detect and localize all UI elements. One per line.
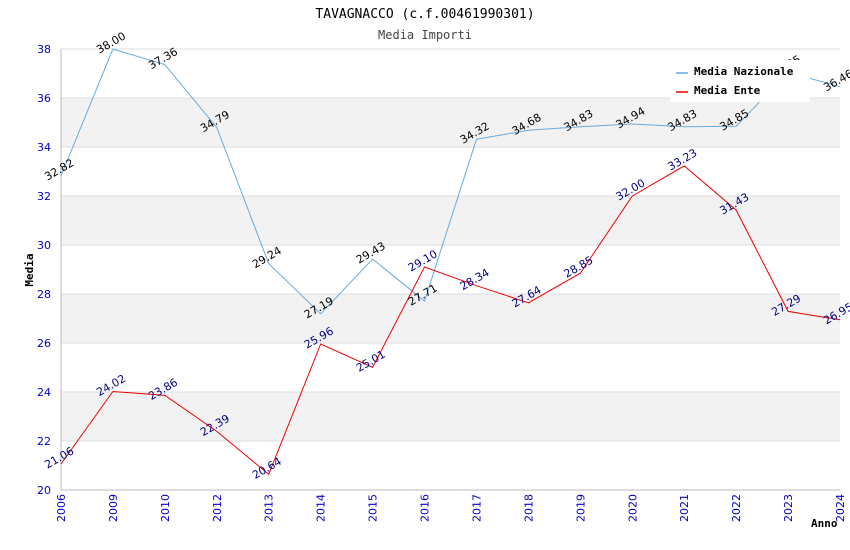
grid-band xyxy=(61,98,840,147)
y-tick-label: 24 xyxy=(37,386,51,399)
grid-band xyxy=(61,392,840,441)
legend-box xyxy=(670,60,810,102)
legend-label-media-nazionale: Media Nazionale xyxy=(694,65,794,78)
chart-title: TAVAGNACCO (c.f.00461990301) xyxy=(315,7,534,22)
series-line-media-nazionale xyxy=(60,48,841,315)
x-tick-label: 2019 xyxy=(574,494,587,522)
x-tick-label: 2021 xyxy=(678,494,691,522)
y-axis-title: Media xyxy=(23,253,36,286)
grid-bands xyxy=(61,98,840,441)
y-tick-label: 28 xyxy=(37,288,51,301)
x-tick-label: 2012 xyxy=(211,494,224,522)
x-tick-label: 2006 xyxy=(55,494,68,522)
data-label-media-nazionale: 29.24 xyxy=(250,244,284,271)
x-tick-label: 2014 xyxy=(315,494,328,522)
x-axis-ticks: 2006 2009 2010 2012 2013 2014 2015 2016 2017 2018… xyxy=(55,494,847,522)
y-tick-label: 36 xyxy=(37,92,51,105)
y-tick-label: 20 xyxy=(37,484,51,497)
x-tick-label: 2024 xyxy=(834,494,847,522)
x-tick-label: 2020 xyxy=(626,494,639,522)
x-tick-label: 2015 xyxy=(367,494,380,522)
data-label-media-ente: 28.85 xyxy=(562,254,596,281)
data-label-media-ente: 33.23 xyxy=(666,146,700,173)
x-tick-label: 2023 xyxy=(782,494,795,522)
x-tick-label: 2017 xyxy=(470,494,483,522)
y-tick-label: 30 xyxy=(37,239,51,252)
x-tick-label: 2009 xyxy=(107,494,120,522)
y-tick-label: 26 xyxy=(37,337,51,350)
data-label-media-ente: 25.01 xyxy=(354,348,388,375)
x-tick-label: 2013 xyxy=(263,494,276,522)
x-tick-label: 2016 xyxy=(419,494,432,522)
y-axis-ticks: 20 22 24 26 28 30 32 34 36 38 xyxy=(37,43,51,497)
series-line-media-ente xyxy=(60,165,841,476)
series-lines xyxy=(60,48,841,476)
grid-lines xyxy=(61,48,840,491)
legend: Media Nazionale Media Ente xyxy=(670,60,810,102)
chart-subtitle: Media Importi xyxy=(378,28,472,42)
x-tick-label: 2022 xyxy=(730,494,743,522)
y-tick-label: 38 xyxy=(37,43,51,56)
y-tick-label: 32 xyxy=(37,190,51,203)
data-label-media-nazionale: 32.82 xyxy=(42,156,76,183)
legend-label-media-ente: Media Ente xyxy=(694,84,761,97)
x-tick-label: 2018 xyxy=(522,494,535,522)
data-label-media-ente: 21.06 xyxy=(42,444,76,471)
data-label-media-nazionale: 36.46 xyxy=(821,67,850,94)
y-tick-label: 34 xyxy=(37,141,51,154)
x-axis-title: Anno xyxy=(811,517,838,530)
y-tick-label: 22 xyxy=(37,435,51,448)
data-label-media-ente: 20.64 xyxy=(250,455,284,482)
grid-band xyxy=(61,294,840,343)
x-tick-label: 2010 xyxy=(159,494,172,522)
